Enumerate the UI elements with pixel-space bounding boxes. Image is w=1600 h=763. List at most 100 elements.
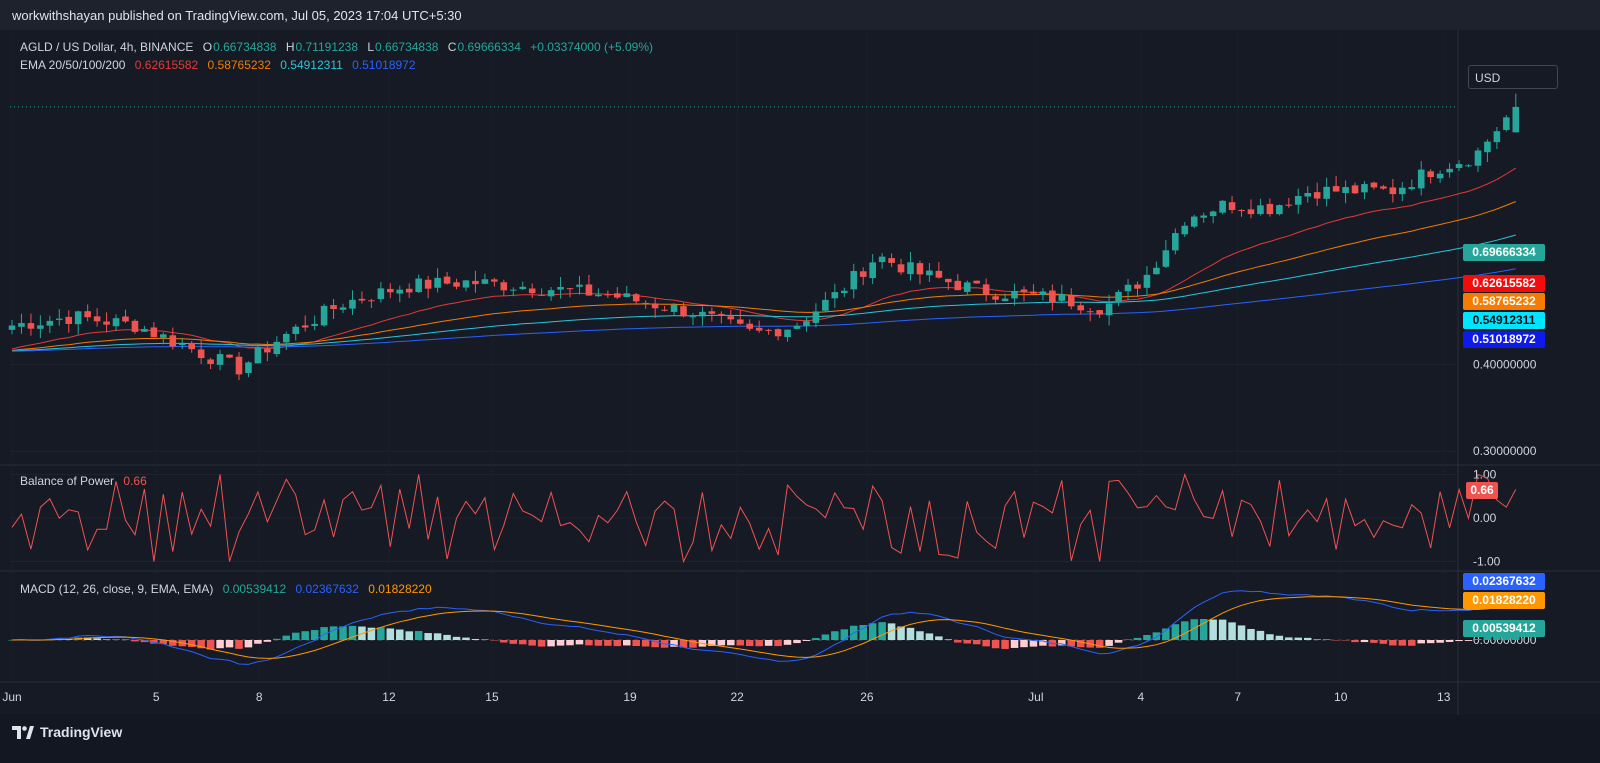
symbol-label[interactable]: AGLD / US Dollar, 4h, BINANCE (20, 40, 194, 54)
macd-hist-bar (367, 627, 376, 640)
candle-body (1162, 250, 1170, 267)
candle-body (869, 262, 876, 279)
candle-body (1276, 205, 1283, 215)
candle-body (65, 316, 73, 324)
macd-hist-value: 0.00539412 (222, 582, 287, 596)
candle-body (595, 294, 602, 297)
macd-hist-bar (916, 631, 924, 640)
candle-body (1219, 200, 1226, 213)
tradingview-logo[interactable]: TradingView (12, 724, 122, 740)
macd-hist-bar (339, 626, 347, 640)
candle-body (859, 271, 867, 277)
main-legend: AGLD / US Dollar, 4h, BINANCE O0.6673483… (20, 40, 659, 54)
chart-canvas[interactable]: 1.100000001.000000000.900000000.80000000… (0, 10, 1600, 715)
macd-hist-bar (1209, 619, 1217, 640)
time-axis-label: 5 (153, 690, 160, 704)
candle-body (1323, 186, 1330, 199)
macd-hist-bar (1370, 640, 1378, 643)
macd-hist-bar (1228, 622, 1236, 640)
macd-hist-bar (1190, 619, 1198, 640)
macd-hist-bar (963, 640, 972, 644)
ema-legend[interactable]: EMA 20/50/100/200 0.62615582 0.58765232 … (20, 58, 422, 72)
candle-body (1332, 186, 1340, 192)
macd-hist-bar (594, 640, 603, 646)
candle-body (1124, 284, 1132, 292)
macd-hist-bar (424, 633, 432, 640)
macd-hist-bar (1020, 640, 1028, 648)
time-axis-label: 13 (1437, 690, 1451, 704)
macd-hist-bar (273, 638, 281, 640)
candle-body (1011, 291, 1018, 299)
last-price-tag: 0.69666334 (1463, 244, 1545, 261)
candle-body (46, 320, 54, 326)
candle-body (566, 288, 574, 290)
macd-hist-bar (1408, 640, 1416, 646)
candle-body (1493, 131, 1501, 143)
ema50-value: 0.58765232 (207, 58, 271, 72)
macd-hist-bar (972, 640, 981, 645)
macd-hist-bar (1067, 640, 1076, 647)
candle-body (878, 256, 886, 263)
currency-button[interactable]: USD (1468, 65, 1558, 89)
macd-signal-tag: 0.01828220 (1463, 592, 1545, 609)
candle-body (689, 316, 697, 318)
macd-hist-bar (651, 640, 659, 648)
macd-hist-bar (528, 640, 536, 646)
ema-label: EMA 20/50/100/200 (20, 58, 126, 72)
macd-hist-bar (831, 631, 839, 640)
candle-body (661, 309, 668, 311)
macd-hist-bar (585, 640, 593, 646)
candle-body (396, 289, 404, 294)
candle-body (538, 294, 545, 296)
candle-body (37, 325, 44, 329)
candle-body (831, 292, 839, 299)
chart-area[interactable]: 1.100000001.000000000.900000000.80000000… (0, 10, 1600, 715)
candle-body (1228, 202, 1236, 210)
macd-hist-bar (8, 640, 16, 641)
candle-body (888, 258, 895, 263)
macd-hist-bar (604, 640, 612, 646)
candle-body (18, 323, 25, 327)
macd-hist-bar (821, 634, 830, 640)
macd-hist-bar (887, 623, 896, 640)
macd-hist-bar (320, 627, 328, 640)
candle-body (1143, 274, 1151, 288)
macd-hist-bar (1095, 640, 1104, 648)
bop-value: 0.66 (123, 474, 147, 488)
candle-body (453, 282, 460, 287)
candle-body (1503, 117, 1510, 130)
candle-body (1436, 173, 1444, 179)
candle-body (491, 279, 498, 282)
candle-body (434, 277, 441, 288)
candle-body (462, 280, 470, 288)
price-axis-label: 0.30000000 (1473, 444, 1537, 458)
candle-body (1134, 284, 1141, 289)
candle-body (670, 304, 678, 312)
candle-body (1351, 185, 1359, 194)
macd-hist-bar (396, 629, 404, 640)
macd-hist-bar (462, 637, 470, 640)
macd-hist-bar (1445, 640, 1454, 642)
candle-body (708, 311, 716, 314)
macd-hist-bar (1483, 636, 1492, 640)
macd-legend[interactable]: MACD (12, 26, close, 9, EMA, EMA) 0.0053… (20, 582, 438, 596)
macd-hist-bar (840, 629, 849, 640)
macd-hist-bar (1332, 640, 1340, 641)
macd-hist-bar (727, 640, 735, 646)
candle-body (1294, 196, 1302, 205)
macd-hist-bar (83, 637, 92, 640)
macd-hist-bar (140, 640, 149, 643)
candle-body (349, 299, 356, 309)
candle-body (226, 354, 233, 358)
bop-legend[interactable]: Balance of Power 0.66 (20, 474, 153, 488)
macd-hist-bar (1162, 628, 1170, 640)
macd-hist-bar (1199, 618, 1208, 640)
macd-hist-bar (1455, 640, 1463, 642)
candle-body (1408, 187, 1416, 190)
macd-hist-bar (282, 635, 291, 640)
macd-hist-bar (623, 640, 631, 646)
macd-hist-bar (112, 639, 120, 640)
candle-body (632, 294, 640, 302)
macd-hist-bar (1436, 640, 1444, 643)
macd-hist-bar (443, 634, 451, 640)
